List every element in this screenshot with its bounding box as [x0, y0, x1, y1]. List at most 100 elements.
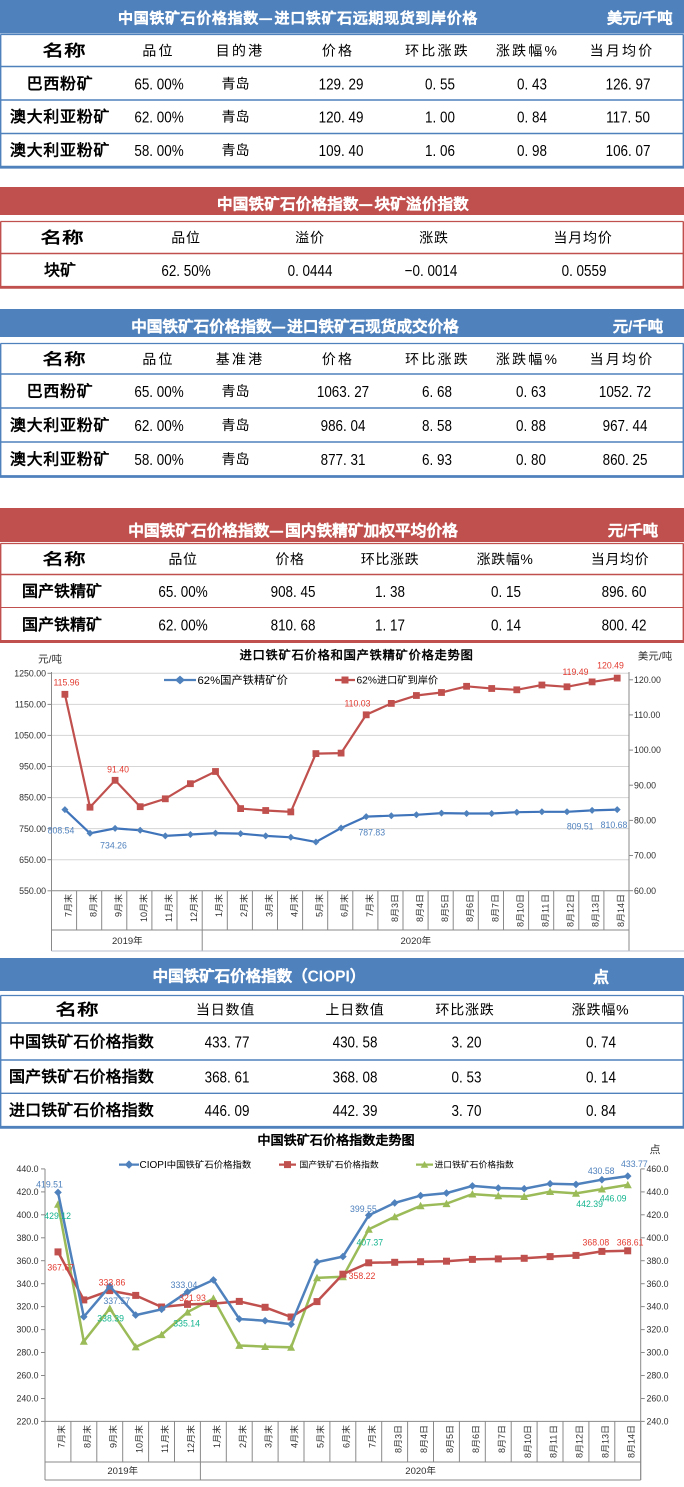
svg-text:1. 06: 1. 06 — [425, 143, 455, 160]
svg-text:14: 14 — [616, 903, 626, 913]
svg-text:5: 5 — [440, 903, 450, 908]
svg-text:333.86: 333.86 — [99, 1277, 126, 1287]
svg-text:58. 00%: 58. 00% — [134, 143, 183, 160]
svg-text:70.00: 70.00 — [634, 851, 656, 861]
svg-text:368. 08: 368. 08 — [333, 1069, 378, 1086]
svg-text:8: 8 — [600, 1453, 610, 1458]
svg-text:110.00: 110.00 — [634, 710, 660, 720]
svg-text:3: 3 — [390, 903, 400, 908]
svg-text:442. 39: 442. 39 — [333, 1103, 378, 1120]
svg-text:280.0: 280.0 — [647, 1371, 669, 1381]
svg-text:0. 14: 0. 14 — [586, 1069, 616, 1086]
svg-text:/: / — [638, 11, 643, 28]
svg-text:1063. 27: 1063. 27 — [317, 384, 369, 401]
svg-text:%: % — [545, 43, 560, 59]
svg-text:8: 8 — [393, 1448, 403, 1453]
svg-text:337.57: 337.57 — [103, 1296, 130, 1306]
svg-text:117. 50: 117. 50 — [606, 109, 650, 126]
svg-text:3. 20: 3. 20 — [452, 1034, 482, 1051]
svg-text:380.0: 380.0 — [647, 1256, 669, 1266]
svg-text:360.0: 360.0 — [647, 1279, 669, 1289]
svg-text:809.51: 809.51 — [567, 821, 594, 831]
svg-text:120.49: 120.49 — [597, 660, 624, 670]
svg-text:2020: 2020 — [401, 936, 422, 947]
svg-text:0. 0559: 0. 0559 — [562, 263, 607, 280]
svg-text:1. 00: 1. 00 — [425, 109, 455, 126]
svg-text:3: 3 — [393, 1434, 403, 1439]
svg-text:333.04: 333.04 — [171, 1280, 198, 1290]
svg-text:62%: 62% — [357, 676, 377, 687]
svg-text:368. 61: 368. 61 — [205, 1069, 250, 1086]
svg-text:368.61: 368.61 — [617, 1237, 644, 1247]
svg-text:115.96: 115.96 — [53, 677, 79, 687]
svg-text:419.51: 419.51 — [36, 1179, 63, 1189]
svg-text:8: 8 — [471, 1448, 481, 1453]
svg-text:0. 98: 0. 98 — [517, 143, 547, 160]
svg-text:129. 29: 129. 29 — [319, 76, 364, 93]
svg-text:65. 00%: 65. 00% — [158, 584, 207, 601]
svg-text:91.40: 91.40 — [107, 764, 129, 774]
svg-text:109. 40: 109. 40 — [319, 143, 364, 160]
svg-text:440.0: 440.0 — [16, 1164, 38, 1174]
svg-text:550.00: 550.00 — [19, 886, 46, 896]
svg-text:0. 0444: 0. 0444 — [288, 263, 333, 280]
svg-text:908. 45: 908. 45 — [271, 584, 316, 601]
svg-text:%: % — [520, 551, 533, 567]
svg-text:986. 04: 986. 04 — [321, 418, 366, 435]
svg-text:420.0: 420.0 — [647, 1210, 669, 1220]
svg-text:/: / — [623, 523, 628, 540]
svg-text:810.68: 810.68 — [601, 819, 628, 829]
svg-text:335.14: 335.14 — [173, 1318, 200, 1328]
svg-text:12: 12 — [575, 1434, 585, 1444]
svg-text:90.00: 90.00 — [634, 780, 656, 790]
svg-text:0. 14: 0. 14 — [491, 617, 521, 634]
svg-text:8: 8 — [490, 917, 500, 922]
svg-text:119.49: 119.49 — [562, 667, 588, 677]
svg-text:4: 4 — [289, 912, 299, 917]
svg-text:13: 13 — [600, 1434, 610, 1444]
svg-text:6. 68: 6. 68 — [422, 384, 452, 401]
svg-text:4: 4 — [415, 903, 425, 908]
svg-text:430.58: 430.58 — [588, 1166, 615, 1176]
svg-text:3: 3 — [264, 1443, 274, 1448]
svg-text:7: 7 — [490, 903, 500, 908]
svg-text:1050.00: 1050.00 — [14, 731, 46, 741]
svg-text:8. 58: 8. 58 — [422, 418, 452, 435]
svg-text:300.0: 300.0 — [647, 1348, 669, 1358]
svg-text:60.00: 60.00 — [634, 886, 656, 896]
svg-text:62. 50%: 62. 50% — [161, 263, 210, 280]
svg-text:2: 2 — [239, 912, 249, 917]
svg-text:−0. 0014: −0. 0014 — [405, 263, 458, 280]
svg-text:8: 8 — [523, 1453, 533, 1458]
svg-text:650.00: 650.00 — [19, 855, 46, 865]
svg-text:860. 25: 860. 25 — [603, 452, 648, 469]
svg-text:8: 8 — [591, 922, 601, 927]
svg-text:126. 97: 126. 97 — [606, 76, 651, 93]
svg-text:7: 7 — [57, 1443, 67, 1448]
svg-text:340.0: 340.0 — [16, 1279, 38, 1289]
svg-text:300.0: 300.0 — [16, 1325, 38, 1335]
svg-text:360.0: 360.0 — [16, 1256, 38, 1266]
svg-text:10: 10 — [134, 1443, 144, 1453]
svg-text:8: 8 — [445, 1448, 455, 1453]
svg-text:407.37: 407.37 — [356, 1237, 383, 1247]
svg-text:4: 4 — [419, 1434, 429, 1439]
svg-text:446. 09: 446. 09 — [205, 1103, 250, 1120]
svg-text:8: 8 — [626, 1453, 636, 1458]
svg-text:368.08: 368.08 — [583, 1237, 610, 1247]
svg-text:750.00: 750.00 — [19, 824, 46, 834]
svg-text:9: 9 — [108, 1443, 118, 1448]
svg-text:800. 42: 800. 42 — [602, 617, 647, 634]
svg-text:8: 8 — [89, 912, 99, 917]
svg-text:399.55: 399.55 — [350, 1204, 377, 1214]
svg-text:8: 8 — [515, 922, 525, 927]
svg-text:967. 44: 967. 44 — [603, 418, 648, 435]
svg-text:6: 6 — [465, 903, 475, 908]
svg-text:CIOPI: CIOPI — [140, 1160, 167, 1171]
svg-text:8: 8 — [575, 1453, 585, 1458]
svg-text:10: 10 — [139, 912, 149, 922]
svg-text:260.0: 260.0 — [647, 1394, 669, 1404]
svg-text:1150.00: 1150.00 — [15, 700, 46, 710]
svg-text:0. 53: 0. 53 — [452, 1069, 482, 1086]
svg-text:1052. 72: 1052. 72 — [599, 384, 651, 401]
